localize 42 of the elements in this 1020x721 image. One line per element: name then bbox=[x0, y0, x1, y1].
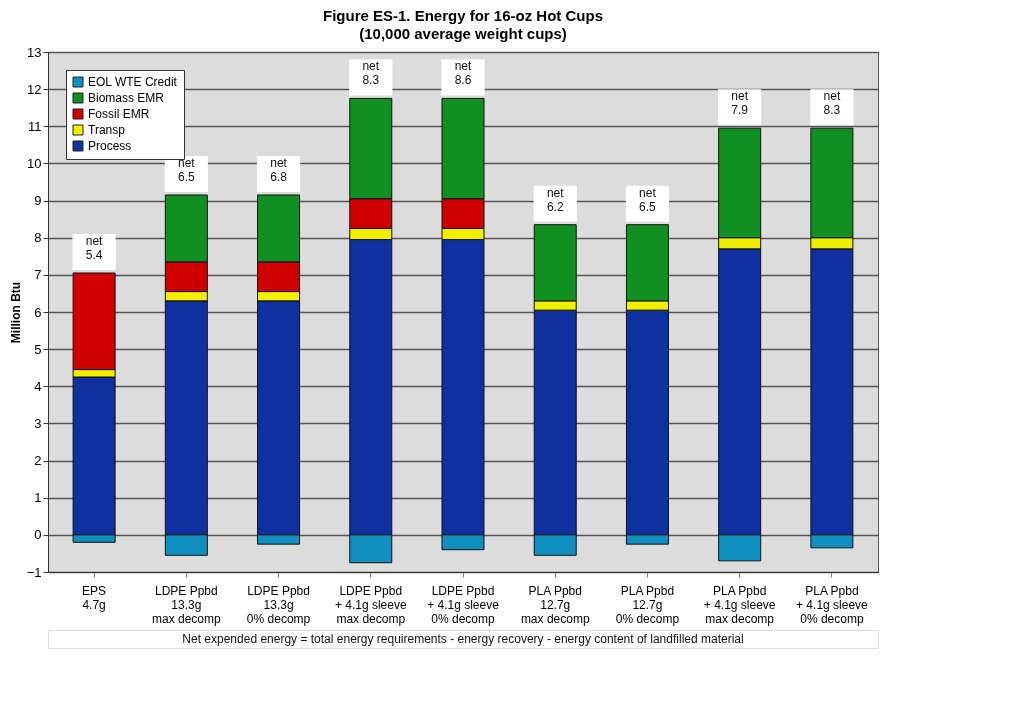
y-tick-label: 9 bbox=[34, 193, 42, 209]
y-tick-label: 4 bbox=[34, 378, 42, 394]
annotation: net 6.2 bbox=[546, 185, 565, 214]
y-tick-label: 6 bbox=[34, 304, 42, 320]
annotation: net 8.6 bbox=[454, 59, 472, 88]
y-tick-label: −1 bbox=[26, 564, 42, 580]
x-tick-label: PLA Ppbd + 4.1g sleeve max decomp bbox=[703, 583, 776, 626]
x-tick-label: LDPE Ppbd 13.3g max decomp bbox=[151, 583, 221, 626]
legend-label: Process bbox=[88, 139, 132, 153]
annotation: net 8.3 bbox=[823, 89, 841, 118]
y-tick-label: 8 bbox=[34, 230, 42, 246]
y-tick-label: 0 bbox=[34, 527, 42, 543]
y-tick-label: 11 bbox=[28, 118, 42, 134]
y-axis-title: Million Btu bbox=[8, 281, 23, 344]
legend-label: EOL WTE Credit bbox=[88, 75, 178, 89]
y-tick-label: 12 bbox=[27, 81, 42, 97]
annotation: net 8.3 bbox=[362, 59, 380, 88]
text: Net expended energy = total energy requirements - energy recovery - energy content of landfilled material bbox=[182, 632, 744, 646]
annotation: net 6.5 bbox=[177, 156, 196, 184]
y-tick-label: 5 bbox=[34, 341, 42, 357]
y-tick-label: 1 bbox=[34, 490, 42, 506]
y-tick-label: 7 bbox=[34, 267, 42, 283]
annotation: net 7.9 bbox=[731, 89, 749, 118]
x-tick-label: PLA Ppbd 12.7g max decomp bbox=[520, 583, 590, 626]
x-tick-label: PLA Ppbd + 4.1g sleeve 0% decomp bbox=[796, 583, 869, 626]
y-tick-label: 3 bbox=[34, 415, 42, 431]
annotation: net 6.8 bbox=[270, 156, 288, 184]
chart-title: Figure ES-1. Energy for 16-oz Hot Cups bbox=[322, 7, 604, 24]
x-tick-label: PLA Ppbd 12.7g 0% decomp bbox=[615, 583, 680, 626]
y-tick-label: 10 bbox=[27, 155, 42, 171]
chart-subtitle: (10,000 average weight cups) bbox=[359, 25, 567, 42]
legend-label: Transp bbox=[88, 123, 126, 137]
x-tick-label: EPS 4.7g bbox=[82, 583, 107, 612]
legend-label: Fossil EMR bbox=[88, 107, 150, 121]
annotation: net 6.5 bbox=[639, 185, 657, 214]
y-tick-label: 2 bbox=[34, 453, 42, 469]
legend-label: Biomass EMR bbox=[88, 91, 165, 105]
x-tick-label: LDPE Ppbd + 4.1g sleeve max decomp bbox=[334, 583, 407, 626]
x-tick-label: LDPE Ppbd + 4.1g sleeve 0% decomp bbox=[427, 583, 500, 626]
x-tick-label: LDPE Ppbd 13.3g 0% decomp bbox=[246, 583, 311, 626]
annotation: net 5.4 bbox=[85, 234, 104, 262]
y-tick-label: 13 bbox=[27, 44, 42, 60]
